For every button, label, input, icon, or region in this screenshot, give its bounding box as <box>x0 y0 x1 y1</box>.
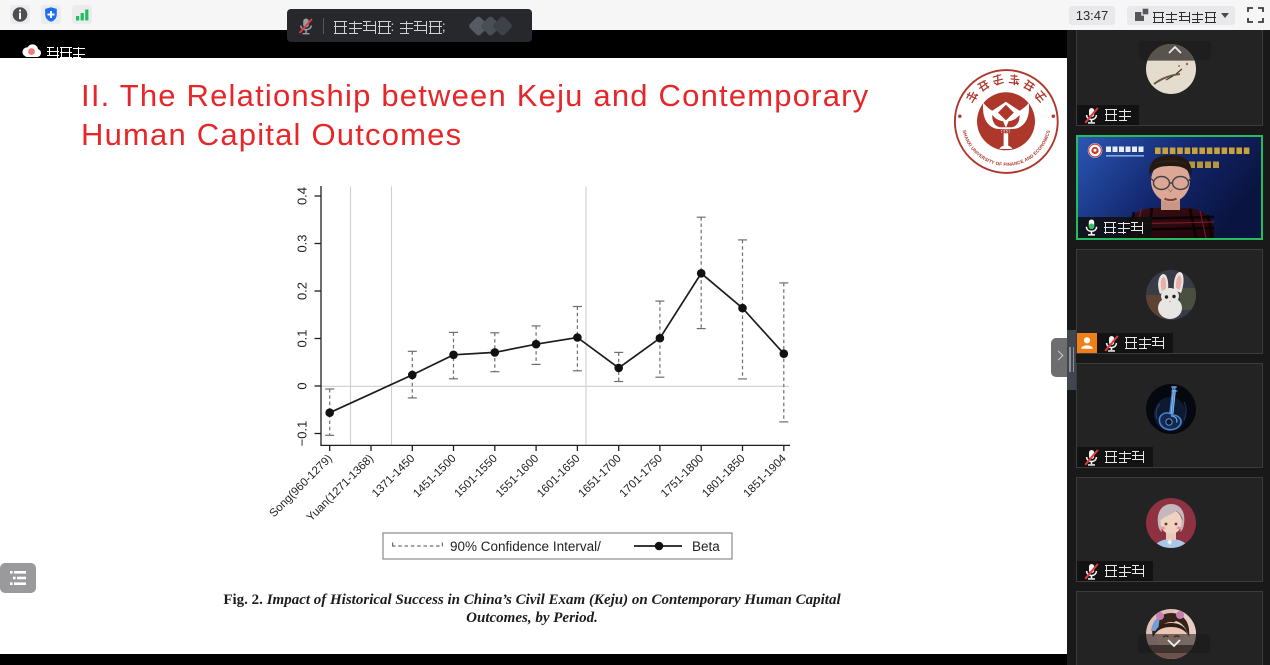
svg-text:0.1: 0.1 <box>294 329 309 347</box>
svg-text:1371-1450: 1371-1450 <box>370 453 417 500</box>
svg-text:Beta: Beta <box>692 539 720 554</box>
svg-text:1551-1600: 1551-1600 <box>494 453 541 500</box>
svg-text:1951: 1951 <box>1001 130 1011 134</box>
svg-text:0.4: 0.4 <box>294 187 309 205</box>
svg-text:1451-1500: 1451-1500 <box>411 453 458 500</box>
svg-text:1801-1850: 1801-1850 <box>700 453 747 500</box>
svg-text:1601-1650: 1601-1650 <box>535 453 582 500</box>
svg-text:90% Confidence Interval/: 90% Confidence Interval/ <box>450 539 601 554</box>
svg-text:1751-1800: 1751-1800 <box>659 453 706 500</box>
svg-text:0: 0 <box>294 382 309 389</box>
svg-text:1701-1750: 1701-1750 <box>618 453 665 500</box>
svg-text:−0.1: −0.1 <box>294 421 309 447</box>
svg-text:1501-1550: 1501-1550 <box>453 453 500 500</box>
svg-text:1651-1700: 1651-1700 <box>576 453 623 500</box>
svg-text:1851-1904: 1851-1904 <box>742 452 790 500</box>
svg-text:0.3: 0.3 <box>294 234 309 252</box>
svg-text:0.2: 0.2 <box>294 282 309 300</box>
